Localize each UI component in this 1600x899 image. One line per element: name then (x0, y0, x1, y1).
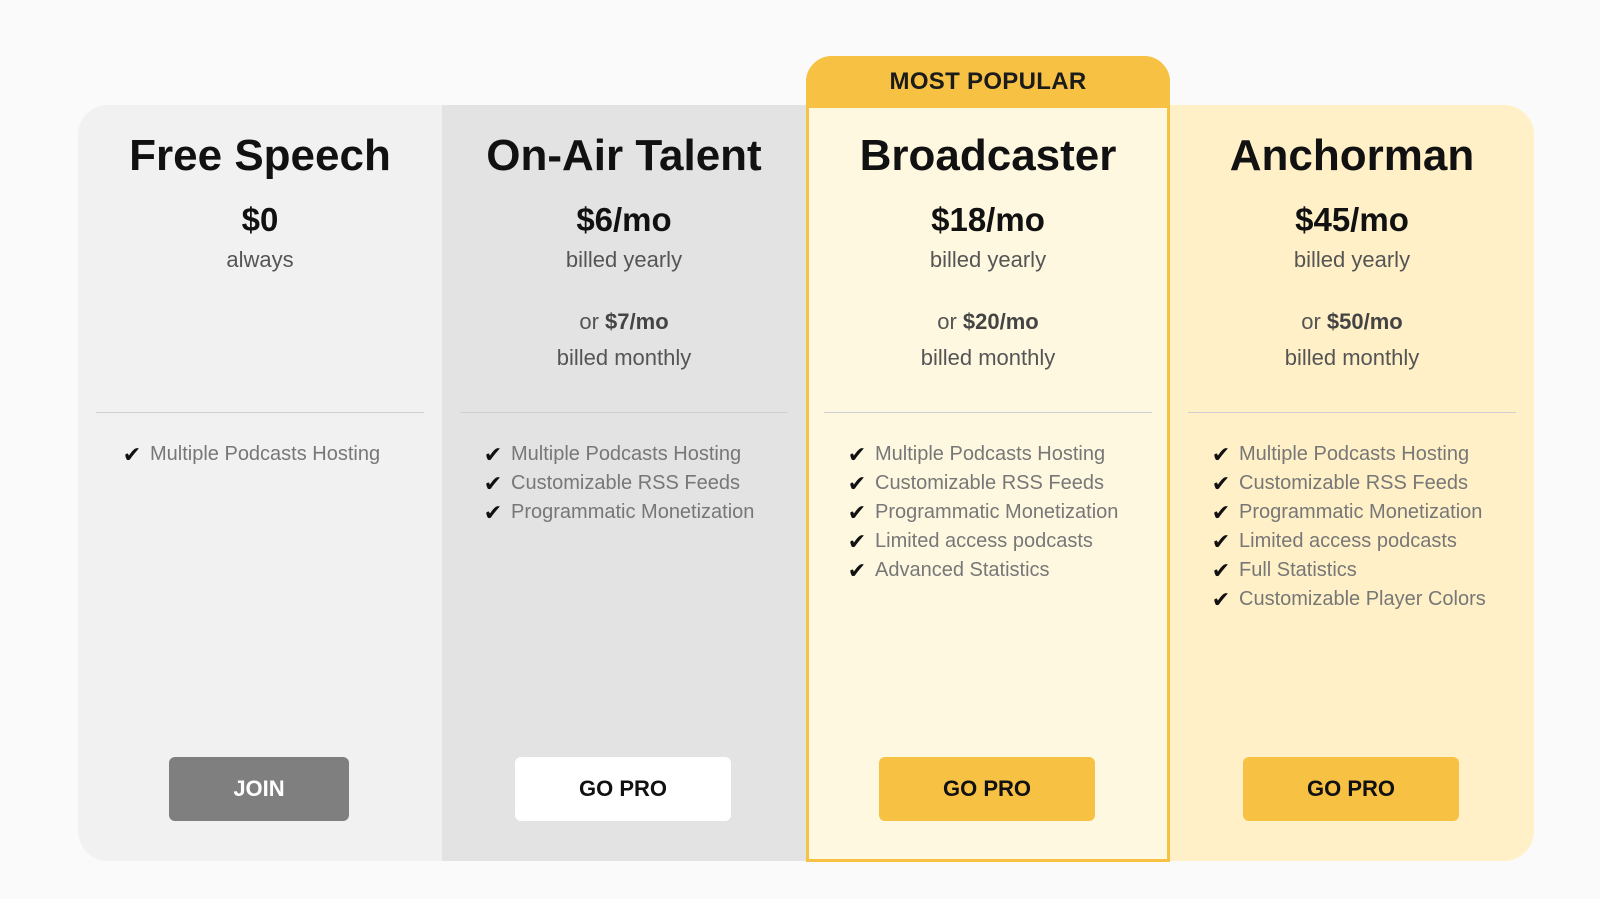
checkmark-icon: ✔ (1211, 499, 1231, 525)
checkmark-icon: ✔ (483, 499, 503, 525)
plan-free-speech: Free Speech $0 always ✔ Multiple Podcast… (78, 105, 442, 861)
feature-label: Advanced Statistics (875, 559, 1050, 581)
alt-billing: billed monthly (920, 345, 1056, 370)
feature-label: Limited access podcasts (1239, 530, 1457, 552)
checkmark-icon: ✔ (1211, 586, 1231, 612)
plan-price: $0 (241, 201, 279, 238)
checkmark-icon: ✔ (122, 441, 142, 467)
feature-label: Customizable RSS Feeds (511, 472, 740, 494)
feature-list: ✔ Multiple Podcasts Hosting ✔ Customizab… (442, 440, 806, 527)
plan-billing: billed yearly (565, 247, 683, 272)
feature-item: ✔ Multiple Podcasts Hosting (1211, 440, 1534, 469)
join-button[interactable]: JOIN (169, 757, 349, 821)
feature-item: ✔ Programmatic Monetization (483, 498, 806, 527)
feature-label: Customizable Player Colors (1239, 588, 1486, 610)
plan-name: Broadcaster (859, 131, 1117, 180)
checkmark-icon: ✔ (847, 528, 867, 554)
most-popular-badge: MOST POPULAR (806, 56, 1170, 108)
plan-name: Anchorman (1229, 131, 1475, 180)
checkmark-icon: ✔ (847, 557, 867, 583)
feature-label: Multiple Podcasts Hosting (875, 443, 1106, 465)
feature-list: ✔ Multiple Podcasts Hosting ✔ Customizab… (806, 440, 1170, 585)
feature-item: ✔ Customizable RSS Feeds (847, 469, 1170, 498)
checkmark-icon: ✔ (847, 499, 867, 525)
plan-on-air-talent: On-Air Talent $6/mo billed yearly or $7/… (442, 105, 806, 861)
feature-label: Programmatic Monetization (1239, 501, 1483, 523)
plan-price: $45/mo (1295, 201, 1409, 238)
feature-label: Customizable RSS Feeds (875, 472, 1104, 494)
feature-item: ✔ Limited access podcasts (847, 527, 1170, 556)
checkmark-icon: ✔ (483, 470, 503, 496)
plan-monthly-option: or $50/mo billed monthly (1170, 304, 1534, 376)
alt-price: $50/mo (1326, 309, 1403, 334)
plan-name: On-Air Talent (486, 131, 762, 180)
feature-list: ✔ Multiple Podcasts Hosting (78, 440, 442, 469)
go-pro-button[interactable]: GO PRO (1243, 757, 1459, 821)
divider (824, 412, 1152, 413)
divider (96, 412, 424, 413)
feature-label: Limited access podcasts (875, 530, 1093, 552)
checkmark-icon: ✔ (1211, 528, 1231, 554)
feature-label: Multiple Podcasts Hosting (511, 443, 742, 465)
pricing-table: Free Speech $0 always ✔ Multiple Podcast… (78, 105, 1534, 861)
alt-price: $7/mo (605, 309, 669, 334)
feature-label: Programmatic Monetization (875, 501, 1119, 523)
plan-anchorman: Anchorman $45/mo billed yearly or $50/mo… (1170, 105, 1534, 861)
plan-price: $18/mo (931, 201, 1045, 238)
feature-label: Full Statistics (1239, 559, 1357, 581)
plan-monthly-option: or $7/mo billed monthly (442, 304, 806, 376)
feature-item: ✔ Programmatic Monetization (847, 498, 1170, 527)
feature-item: ✔ Multiple Podcasts Hosting (847, 440, 1170, 469)
feature-label: Programmatic Monetization (511, 501, 755, 523)
plan-billing: always (226, 247, 294, 272)
alt-billing: billed monthly (1284, 345, 1420, 370)
plan-price: $6/mo (576, 201, 672, 238)
feature-list: ✔ Multiple Podcasts Hosting ✔ Customizab… (1170, 440, 1534, 614)
feature-item: ✔ Multiple Podcasts Hosting (122, 440, 442, 469)
plan-billing: billed yearly (929, 247, 1047, 272)
feature-item: ✔ Limited access podcasts (1211, 527, 1534, 556)
alt-prefix: or (579, 309, 599, 334)
checkmark-icon: ✔ (847, 470, 867, 496)
checkmark-icon: ✔ (1211, 557, 1231, 583)
feature-item: ✔ Advanced Statistics (847, 556, 1170, 585)
plan-billing: billed yearly (1293, 247, 1411, 272)
alt-price: $20/mo (962, 309, 1039, 334)
plan-monthly-option: or $20/mo billed monthly (806, 304, 1170, 376)
divider (1188, 412, 1516, 413)
go-pro-button[interactable]: GO PRO (879, 757, 1095, 821)
alt-prefix: or (1301, 309, 1321, 334)
checkmark-icon: ✔ (1211, 441, 1231, 467)
feature-item: ✔ Multiple Podcasts Hosting (483, 440, 806, 469)
feature-label: Multiple Podcasts Hosting (1239, 443, 1470, 465)
alt-billing: billed monthly (556, 345, 692, 370)
feature-label: Customizable RSS Feeds (1239, 472, 1468, 494)
checkmark-icon: ✔ (1211, 470, 1231, 496)
divider (460, 412, 788, 413)
plan-name: Free Speech (129, 131, 391, 180)
feature-item: ✔ Full Statistics (1211, 556, 1534, 585)
checkmark-icon: ✔ (847, 441, 867, 467)
feature-label: Multiple Podcasts Hosting (150, 443, 381, 465)
plan-broadcaster: Broadcaster $18/mo billed yearly or $20/… (806, 105, 1170, 861)
checkmark-icon: ✔ (483, 441, 503, 467)
feature-item: ✔ Programmatic Monetization (1211, 498, 1534, 527)
feature-item: ✔ Customizable RSS Feeds (1211, 469, 1534, 498)
feature-item: ✔ Customizable Player Colors (1211, 585, 1534, 614)
go-pro-button[interactable]: GO PRO (515, 757, 731, 821)
feature-item: ✔ Customizable RSS Feeds (483, 469, 806, 498)
alt-prefix: or (937, 309, 957, 334)
